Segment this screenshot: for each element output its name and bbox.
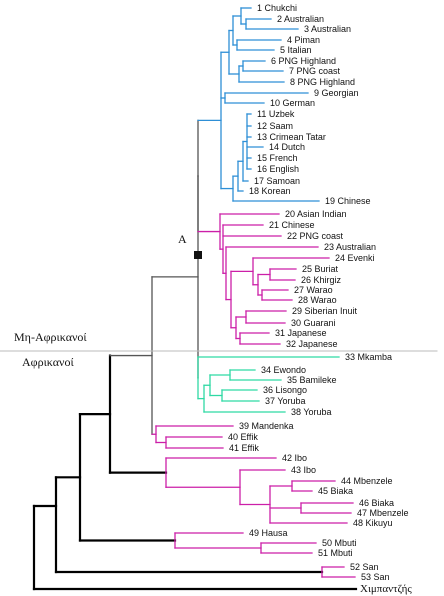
leaf-label: 44 Mbenzele <box>341 476 393 486</box>
leaf-label: 30 Guarani <box>291 318 336 328</box>
leaf-label: 21 Chinese <box>269 220 315 230</box>
leaf-label: 8 PNG Highland <box>290 77 355 87</box>
leaf-label: 9 Georgian <box>314 88 359 98</box>
leaf-label: 38 Yoruba <box>291 407 332 417</box>
leaf-label: 4 Piman <box>287 35 320 45</box>
leaf-label: 10 German <box>270 98 315 108</box>
leaf-label: 6 PNG Highland <box>271 56 336 66</box>
tree-branches <box>32 7 358 591</box>
leaf-label: 48 Kikuyu <box>353 518 393 528</box>
leaf-label: 26 Khirgiz <box>301 275 342 285</box>
leaf-label: 11 Uzbek <box>257 109 295 119</box>
leaf-label: 12 Saam <box>257 121 293 131</box>
leaf-label: 36 Lisongo <box>263 385 307 395</box>
non-african-label: Μη-Αφρικανοί <box>14 330 87 344</box>
leaf-label: 18 Korean <box>249 186 291 196</box>
african-label: Αφρικανοί <box>22 355 74 369</box>
node-a-marker <box>194 251 202 259</box>
leaf-label: 53 San <box>361 572 390 582</box>
leaf-label: 17 Samoan <box>254 176 300 186</box>
leaf-label: 34 Ewondo <box>261 365 306 375</box>
leaf-label: 52 San <box>350 562 379 572</box>
leaf-label: 32 Japanese <box>286 339 338 349</box>
leaf-label: 14 Dutch <box>269 142 305 152</box>
leaf-label: 50 Mbuti <box>322 538 357 548</box>
leaf-label: 24 Evenki <box>335 253 375 263</box>
leaf-label: 33 Mkamba <box>345 352 392 362</box>
leaf-label: 29 Siberian Inuit <box>292 306 358 316</box>
leaf-label: 15 French <box>257 153 298 163</box>
leaf-label: 3 Australian <box>304 24 351 34</box>
leaf-label: 47 Mbenzele <box>357 508 409 518</box>
node-a-label: A <box>178 232 187 246</box>
leaf-label: 16 English <box>257 164 299 174</box>
leaf-label: 42 Ibo <box>282 453 307 463</box>
leaf-label: 35 Bamileke <box>287 375 337 385</box>
leaf-label: 31 Japanese <box>275 328 327 338</box>
leaf-label: 2 Australian <box>277 14 324 24</box>
leaf-label: 41 Effik <box>229 443 259 453</box>
leaf-label: 25 Buriat <box>302 264 339 274</box>
leaf-label: 13 Crimean Tatar <box>257 132 326 142</box>
leaf-label: 20 Asian Indian <box>285 209 347 219</box>
leaf-label: 37 Yoruba <box>265 396 306 406</box>
leaf-label: 23 Australian <box>324 242 376 252</box>
leaf-label: 22 PNG coast <box>287 231 344 241</box>
leaf-label: 46 Biaka <box>359 498 394 508</box>
leaf-label: 39 Mandenka <box>239 421 294 431</box>
leaf-label: 51 Mbuti <box>318 548 353 558</box>
leaf-label: 43 Ibo <box>291 465 316 475</box>
leaf-label: 5 Italian <box>280 45 312 55</box>
leaf-label: 7 PNG coast <box>289 66 341 76</box>
chimpanzee-label: Χιμπαντζής <box>360 583 412 595</box>
leaf-label: 1 Chukchi <box>257 3 297 13</box>
leaf-label: 28 Warao <box>298 295 337 305</box>
leaf-label: 45 Biaka <box>318 486 353 496</box>
leaf-label: 49 Hausa <box>249 528 288 538</box>
leaf-label: 40 Effik <box>228 432 258 442</box>
leaf-label: 19 Chinese <box>325 196 371 206</box>
leaf-label: 27 Warao <box>294 285 333 295</box>
